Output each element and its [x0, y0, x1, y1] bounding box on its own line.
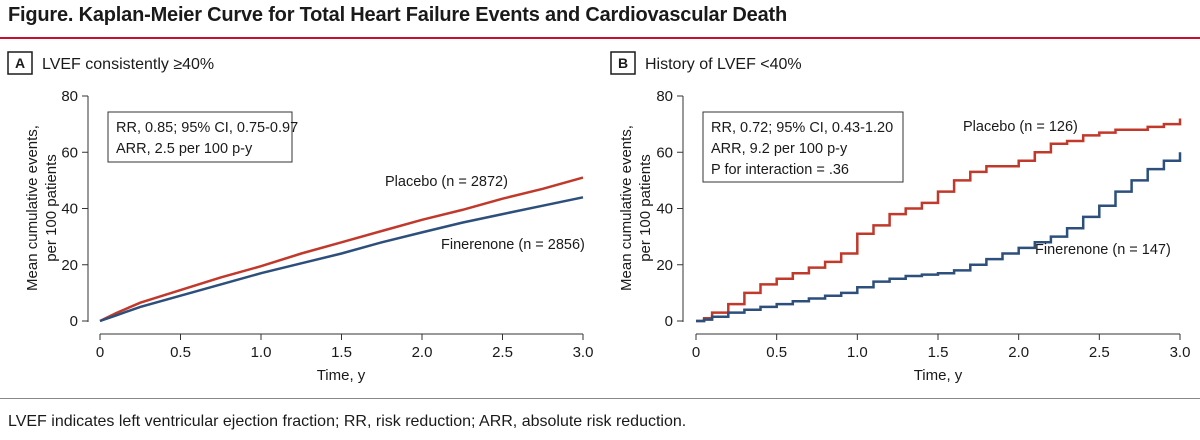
panel-b-annotation-line-2: ARR, 9.2 per 100 p-y — [711, 141, 848, 157]
panel-a-title: LVEF consistently ≥40% — [42, 56, 214, 73]
panel-b-annotation-box — [702, 111, 904, 183]
panel-b-x-tick-label: 1.0 — [847, 344, 868, 361]
panel-a-x-tick-label: 2.5 — [492, 344, 513, 361]
panel-b-y-tick-label: 80 — [656, 88, 673, 105]
panel-a-annotation-line-1: RR, 0.85; 95% CI, 0.75-0.97 — [116, 120, 298, 136]
panel-b-y-tick-label: 60 — [656, 144, 673, 161]
figure-title: Figure. Kaplan-Meier Curve for Total Hea… — [8, 4, 787, 26]
panel-b-letter-box — [610, 51, 636, 75]
panel-a-placebo-line — [99, 176, 584, 323]
panel-b-x-tick-label: 0 — [692, 344, 700, 361]
panel-a-x-tick-label: 2.0 — [412, 344, 433, 361]
panel-b-x-ticks: 0 0.5 1.0 1.5 2.0 2.5 3.0 — [692, 334, 1191, 361]
panel-a-finerenone-line — [99, 196, 584, 323]
panel-a: A LVEF consistently ≥40% Mean cumulative… — [7, 51, 594, 384]
panel-b-x-tick-label: 3.0 — [1170, 344, 1191, 361]
panel-b-x-tick-label: 1.5 — [928, 344, 949, 361]
panel-a-annotation-line-2: ARR, 2.5 per 100 p-y — [116, 141, 253, 157]
panel-a-finerenone-label: Finerenone (n = 2856) — [441, 237, 585, 253]
panel-a-letter-box — [7, 51, 33, 75]
panel-b-x-tick-label: 2.0 — [1008, 344, 1029, 361]
panel-b-x-tick-label: 2.5 — [1089, 344, 1110, 361]
panel-a-ylabel-2: per 100 patients — [43, 154, 60, 262]
panel-a-y-tick-label: 40 — [61, 201, 78, 218]
panel-b: B History of LVEF <40% Mean cumulative e… — [610, 51, 1191, 384]
panel-a-y-ticks: 0 20 40 60 80 — [61, 88, 88, 330]
caption-rule — [0, 398, 1200, 399]
figure-caption: LVEF indicates left ventricular ejection… — [8, 413, 687, 430]
panel-b-y-tick-label: 40 — [656, 201, 673, 218]
panel-b-finerenone-line — [696, 152, 1182, 323]
panel-b-title: History of LVEF <40% — [645, 56, 802, 73]
panel-a-y-tick-label: 80 — [61, 88, 78, 105]
panel-b-annotation-line-3: P for interaction = .36 — [711, 162, 849, 178]
panel-a-letter: A — [15, 55, 25, 71]
figure-canvas: A LVEF consistently ≥40% Mean cumulative… — [7, 51, 1191, 384]
panel-b-letter: B — [618, 55, 628, 71]
panel-a-x-tick-label: 0.5 — [170, 344, 191, 361]
panel-b-x-tick-label: 0.5 — [766, 344, 787, 361]
panel-a-x-tick-label: 1.0 — [251, 344, 272, 361]
panel-a-y-tick-label: 60 — [61, 144, 78, 161]
panel-b-ylabel-1: Mean cumulative events, — [618, 125, 635, 291]
panel-a-placebo-label: Placebo (n = 2872) — [385, 174, 508, 190]
panel-a-x-tick-label: 3.0 — [573, 344, 594, 361]
panel-a-y-tick-label: 0 — [70, 313, 78, 330]
panel-a-annotation-box — [107, 111, 293, 163]
panel-b-annotation-line-1: RR, 0.72; 95% CI, 0.43-1.20 — [711, 120, 893, 136]
panel-b-ylabel-2: per 100 patients — [637, 154, 654, 262]
title-rule — [0, 37, 1200, 39]
panel-b-placebo-line — [696, 118, 1182, 323]
panel-a-y-tick-label: 20 — [61, 257, 78, 274]
panel-a-xlabel: Time, y — [317, 367, 366, 384]
panel-a-x-tick-label: 1.5 — [331, 344, 352, 361]
panel-b-y-tick-label: 0 — [665, 313, 673, 330]
panel-b-y-ticks: 0 20 40 60 80 — [656, 88, 683, 330]
panel-b-finerenone-label: Finerenone (n = 147) — [1035, 242, 1171, 258]
panel-a-ylabel-1: Mean cumulative events, — [24, 125, 41, 291]
panel-a-x-ticks: 0 0.5 1.0 1.5 2.0 2.5 3.0 — [96, 334, 594, 361]
panel-a-x-tick-label: 0 — [96, 344, 104, 361]
panel-b-xlabel: Time, y — [914, 367, 963, 384]
panel-b-y-tick-label: 20 — [656, 257, 673, 274]
panel-b-placebo-label: Placebo (n = 126) — [963, 119, 1078, 135]
